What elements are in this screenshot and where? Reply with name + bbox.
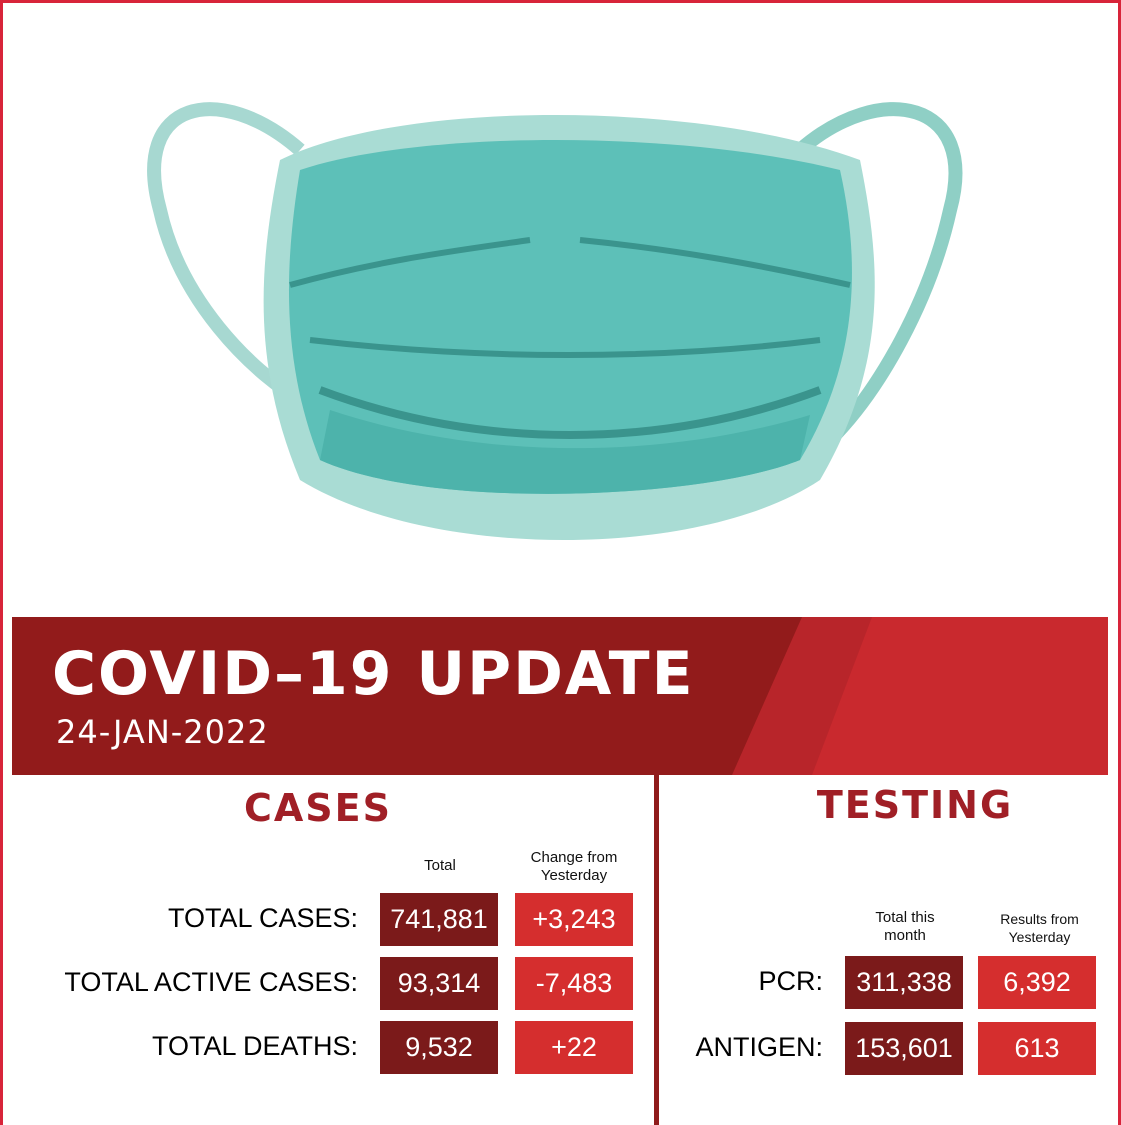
column-header: Total: [390, 857, 490, 875]
change-value: 613: [978, 1022, 1096, 1075]
row-label: ANTIGEN:: [695, 1032, 823, 1063]
change-value: +22: [515, 1021, 633, 1074]
total-value: 741,881: [380, 893, 498, 946]
row-label: TOTAL DEATHS:: [152, 1031, 358, 1062]
divider: [654, 775, 659, 1125]
change-value: +3,243: [515, 893, 633, 946]
page: COVID–19 UPDATE 24-JAN-2022 CASES Total …: [0, 0, 1121, 1125]
total-value: 311,338: [845, 956, 963, 1009]
total-value: 93,314: [380, 957, 498, 1010]
mask-illustration: [100, 60, 1000, 580]
cases-title: CASES: [168, 786, 468, 830]
change-value: 6,392: [978, 956, 1096, 1009]
row-label: TOTAL ACTIVE CASES:: [64, 967, 358, 998]
total-value: 153,601: [845, 1022, 963, 1075]
row-label: PCR:: [758, 966, 823, 997]
column-header: Change from Yesterday: [524, 849, 624, 885]
row-label: TOTAL CASES:: [168, 903, 358, 934]
testing-title: TESTING: [765, 783, 1065, 827]
total-value: 9,532: [380, 1021, 498, 1074]
change-value: -7,483: [515, 957, 633, 1010]
banner: COVID–19 UPDATE 24-JAN-2022: [12, 617, 1108, 775]
banner-date: 24-JAN-2022: [56, 713, 269, 751]
column-header: Total this month: [855, 909, 955, 945]
column-header: Results from Yesterday: [987, 910, 1092, 946]
banner-title: COVID–19 UPDATE: [52, 639, 695, 709]
